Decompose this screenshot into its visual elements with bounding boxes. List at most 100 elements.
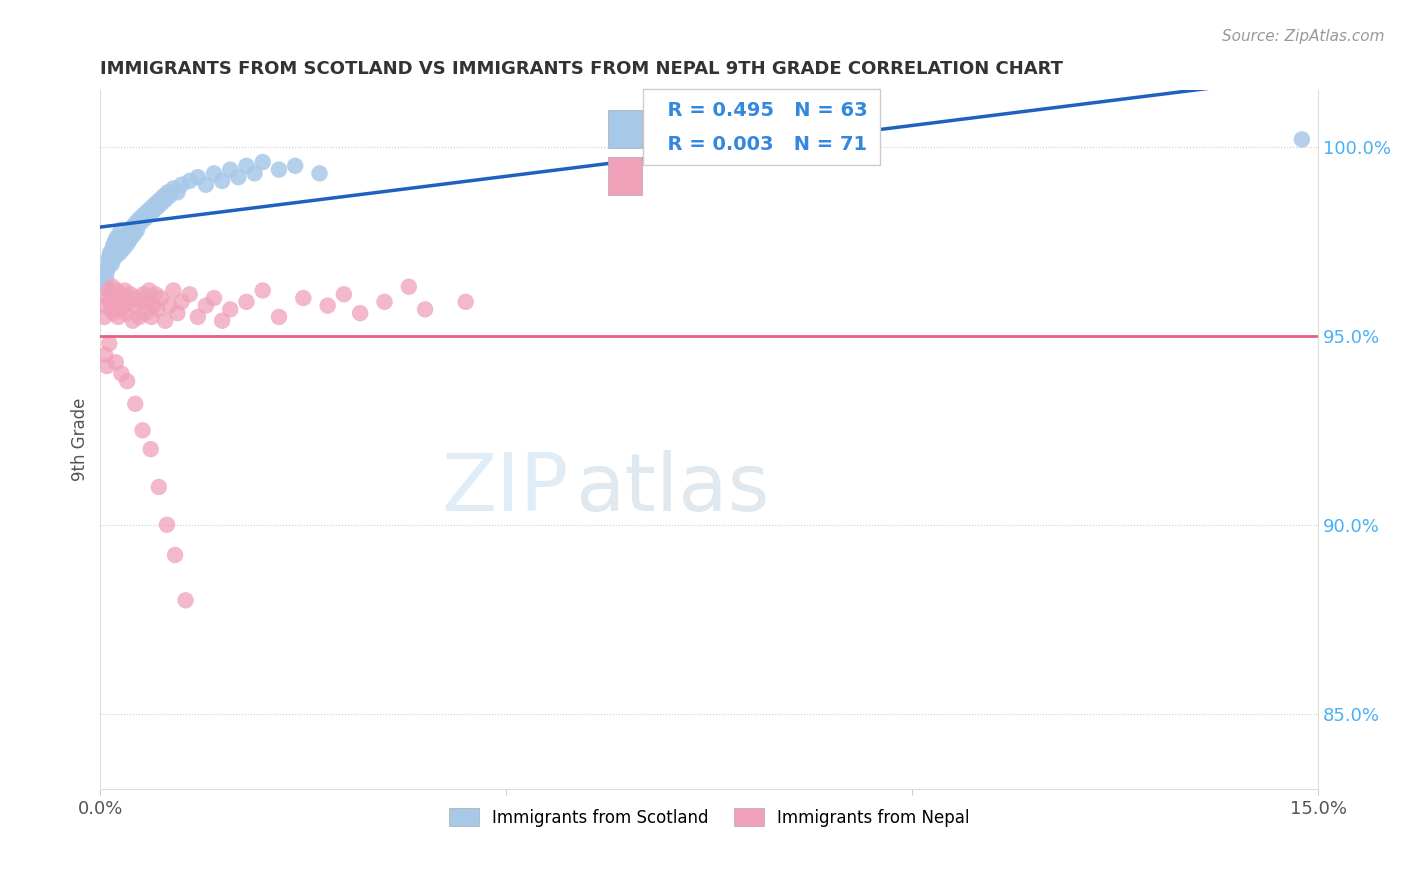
Point — [211, 174, 233, 188]
Point — [110, 302, 132, 317]
Point — [333, 287, 356, 301]
Point — [101, 279, 124, 293]
Text: IMMIGRANTS FROM SCOTLAND VS IMMIGRANTS FROM NEPAL 9TH GRADE CORRELATION CHART: IMMIGRANTS FROM SCOTLAND VS IMMIGRANTS F… — [100, 60, 1063, 78]
Point — [104, 299, 127, 313]
Point — [145, 287, 167, 301]
Point — [124, 299, 146, 313]
Point — [117, 227, 139, 241]
Point — [150, 291, 173, 305]
Point — [138, 284, 160, 298]
Point — [114, 284, 136, 298]
Point — [156, 186, 179, 200]
Point — [228, 170, 250, 185]
Point — [132, 208, 155, 222]
Bar — [609, 157, 643, 195]
Point — [111, 235, 134, 249]
Point — [100, 302, 122, 317]
Point — [219, 302, 242, 317]
Point — [125, 223, 148, 237]
Point — [179, 287, 201, 301]
Point — [162, 284, 184, 298]
Point — [145, 196, 167, 211]
Point — [118, 235, 141, 249]
Point — [179, 174, 201, 188]
Point — [136, 294, 159, 309]
Point — [101, 242, 124, 256]
Point — [141, 310, 163, 324]
Point — [136, 204, 159, 219]
Point — [100, 253, 122, 268]
Point — [166, 186, 188, 200]
Point — [108, 245, 131, 260]
Point — [121, 219, 143, 234]
Point — [93, 310, 115, 324]
Point — [146, 200, 169, 214]
Point — [97, 284, 120, 298]
Point — [96, 265, 118, 279]
Point — [148, 480, 170, 494]
Point — [121, 314, 143, 328]
Point — [93, 279, 115, 293]
Point — [98, 336, 121, 351]
Bar — [609, 110, 643, 148]
Point — [103, 238, 125, 252]
Point — [162, 181, 184, 195]
Point — [1291, 132, 1313, 146]
Point — [235, 294, 257, 309]
Point — [115, 306, 138, 320]
Point — [187, 170, 209, 185]
Point — [156, 517, 179, 532]
Point — [134, 306, 156, 320]
Point — [124, 227, 146, 241]
Point — [292, 291, 315, 305]
Point — [97, 253, 120, 268]
Point — [120, 230, 142, 244]
Point — [103, 245, 125, 260]
Point — [94, 348, 117, 362]
Point — [129, 294, 152, 309]
Point — [157, 189, 180, 203]
Point — [252, 155, 274, 169]
Text: R = 0.495   N = 63
  R = 0.003   N = 71: R = 0.495 N = 63 R = 0.003 N = 71 — [654, 101, 868, 153]
Point — [129, 215, 152, 229]
Point — [112, 299, 135, 313]
Point — [94, 272, 117, 286]
Point — [243, 166, 266, 180]
Point — [146, 302, 169, 317]
Point — [155, 193, 177, 207]
Point — [118, 294, 141, 309]
Point — [149, 193, 172, 207]
Point — [349, 306, 371, 320]
Point — [132, 287, 155, 301]
Point — [96, 359, 118, 373]
Point — [152, 189, 174, 203]
Point — [128, 310, 150, 324]
Point — [235, 159, 257, 173]
Point — [155, 314, 177, 328]
Text: atlas: atlas — [575, 450, 769, 528]
Point — [111, 291, 134, 305]
Point — [157, 299, 180, 313]
Point — [115, 374, 138, 388]
Point — [211, 314, 233, 328]
Point — [267, 310, 290, 324]
Point — [94, 299, 117, 313]
Point — [120, 223, 142, 237]
Point — [105, 284, 128, 298]
Point — [108, 294, 131, 309]
Y-axis label: 9th Grade: 9th Grade — [72, 398, 89, 482]
Text: Source: ZipAtlas.com: Source: ZipAtlas.com — [1222, 29, 1385, 44]
Point — [114, 230, 136, 244]
Point — [98, 294, 121, 309]
Point — [308, 166, 330, 180]
Point — [98, 245, 121, 260]
Point — [134, 211, 156, 226]
Point — [107, 310, 129, 324]
Point — [194, 178, 217, 192]
Point — [108, 287, 131, 301]
Point — [138, 208, 160, 222]
Point — [316, 299, 339, 313]
Point — [142, 299, 165, 313]
Point — [219, 162, 242, 177]
Point — [194, 299, 217, 313]
